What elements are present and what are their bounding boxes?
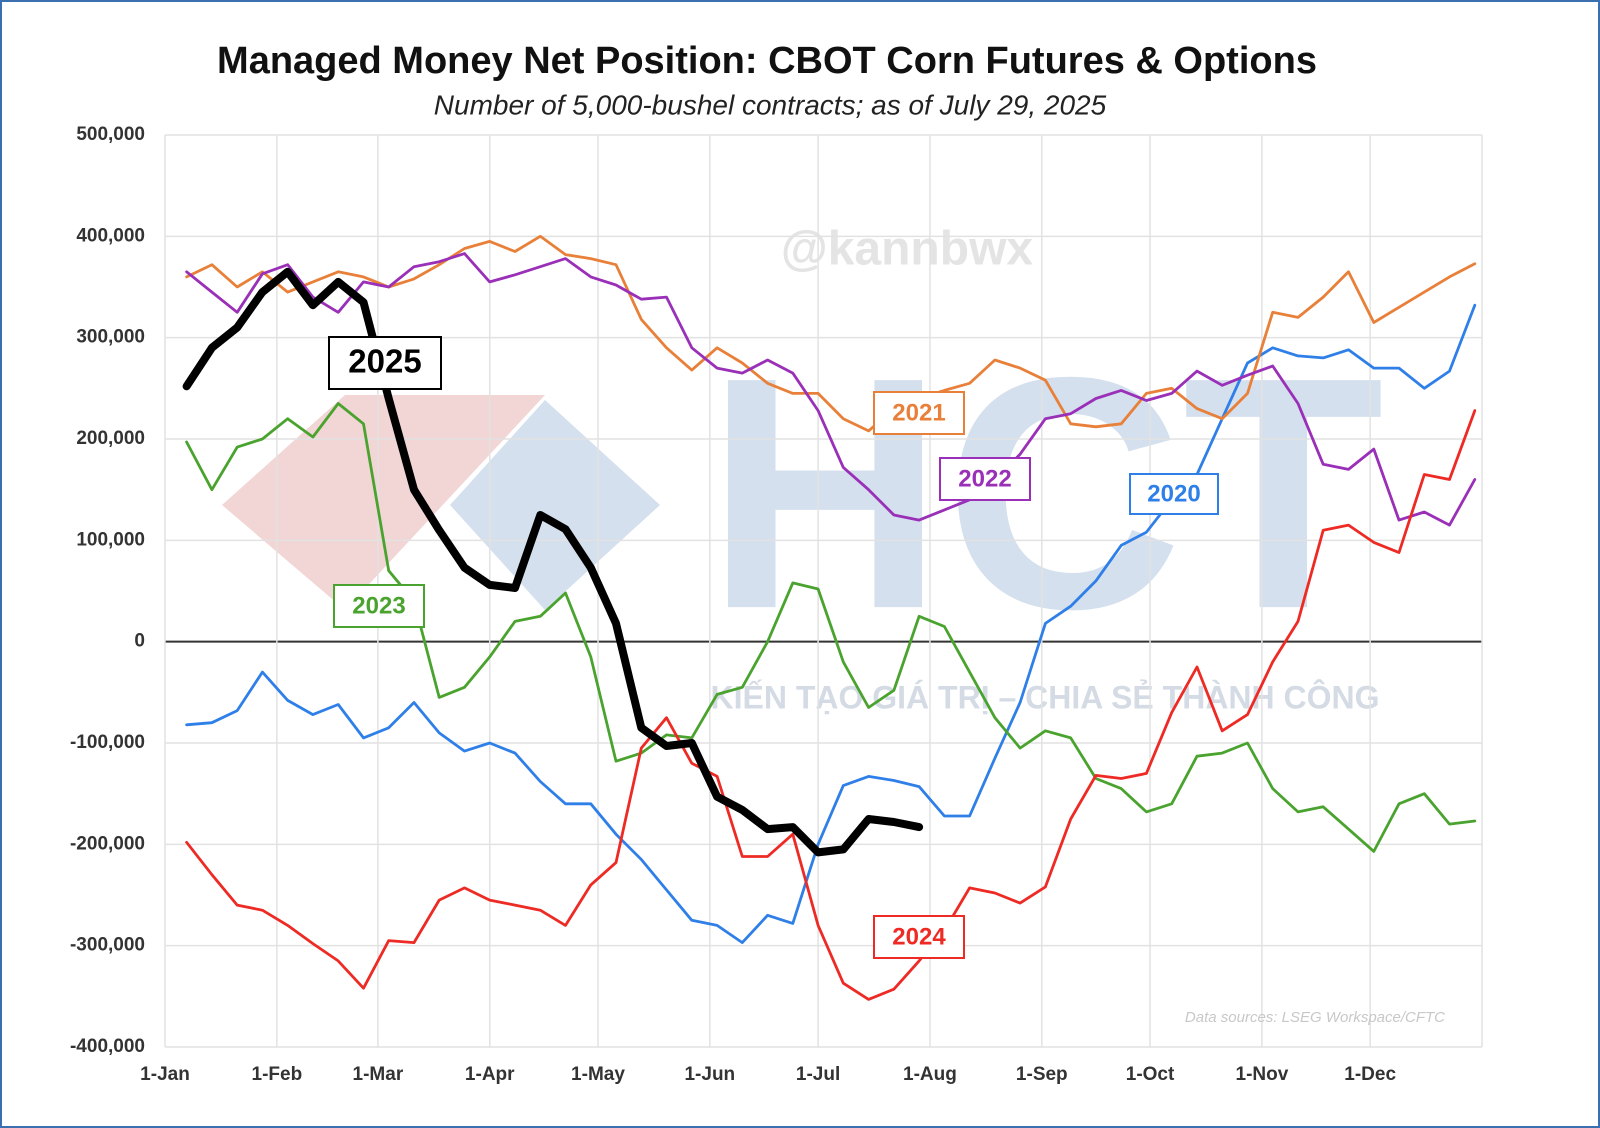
series-label: 2020 <box>1147 480 1200 507</box>
watermark: @kannbwx <box>781 223 1033 276</box>
x-tick-label: 1-Aug <box>903 1064 957 1085</box>
y-tick-label: 100,000 <box>76 529 145 550</box>
x-tick-label: 1-Dec <box>1344 1064 1396 1085</box>
y-tick-label: -300,000 <box>70 935 145 956</box>
series-line <box>185 409 1477 1001</box>
y-tick-label: 0 <box>134 631 145 652</box>
series-line <box>185 234 1477 433</box>
watermark: KIẾN TẠO GIÁ TRỊ – CHIA SẺ THÀNH CÔNG <box>710 679 1379 715</box>
watermark: HCT <box>706 308 1384 677</box>
series-label: 2021 <box>892 399 945 426</box>
y-tick-label: -200,000 <box>70 833 145 854</box>
x-tick-label: 1-Jan <box>140 1064 190 1085</box>
x-tick-label: 1-Apr <box>465 1064 515 1085</box>
y-tick-label: -100,000 <box>70 732 145 753</box>
series-label-box <box>1129 473 1219 515</box>
series-label-box <box>873 915 965 959</box>
chart-subtitle: Number of 5,000-bushel contracts; as of … <box>434 89 1107 120</box>
source-note: Data sources: LSEG Workspace/CFTC <box>1185 1009 1445 1026</box>
series-line <box>182 267 924 857</box>
x-tick-label: 1-Mar <box>353 1064 404 1085</box>
y-tick-label: 300,000 <box>76 327 145 348</box>
x-tick-label: 1-Nov <box>1236 1064 1289 1085</box>
y-tick-label: 400,000 <box>76 225 145 246</box>
series-label: 2023 <box>352 592 405 619</box>
series-label-box <box>873 391 965 435</box>
logo-shape <box>450 400 660 610</box>
series-label: 2022 <box>958 465 1011 492</box>
logo-shape <box>222 395 545 610</box>
chart-title: Managed Money Net Position: CBOT Corn Fu… <box>217 40 1317 82</box>
series-label-box <box>333 584 425 628</box>
series-label-box <box>939 457 1031 501</box>
series-line <box>185 252 1477 527</box>
x-tick-label: 1-Sep <box>1016 1064 1068 1085</box>
series-label-box <box>328 336 442 390</box>
x-tick-label: 1-Oct <box>1126 1064 1175 1085</box>
series-label: 2024 <box>892 923 946 950</box>
x-tick-label: 1-Feb <box>252 1064 303 1085</box>
y-tick-label: 200,000 <box>76 428 145 449</box>
series-label: 2025 <box>348 343 421 380</box>
x-tick-label: 1-Jun <box>684 1064 735 1085</box>
x-tick-label: 1-Jul <box>796 1064 840 1085</box>
y-tick-label: -400,000 <box>70 1036 145 1057</box>
x-tick-label: 1-May <box>571 1064 625 1085</box>
y-tick-label: 500,000 <box>76 124 145 145</box>
